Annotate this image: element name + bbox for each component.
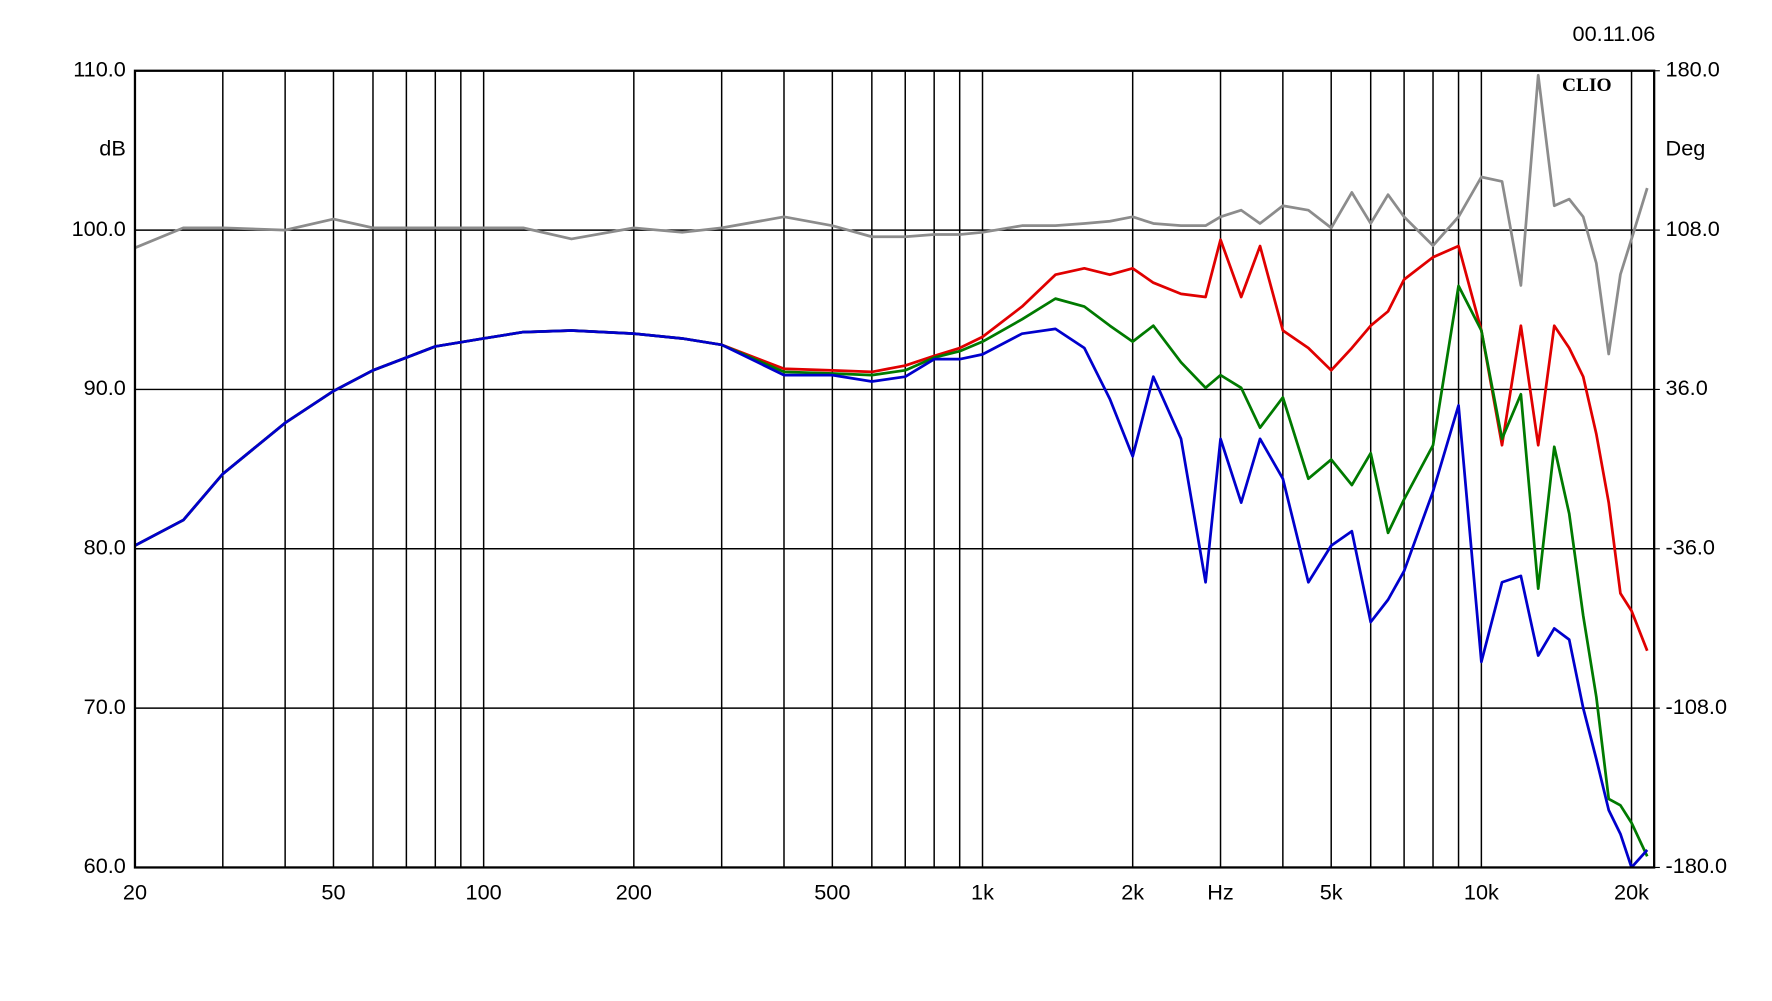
x-tick-label: 200 (616, 879, 652, 904)
logo-box (1543, 73, 1628, 99)
date: 00.11.06 (1573, 21, 1656, 46)
x-tick-label: 2k (1121, 879, 1144, 904)
series-line (134, 73, 1649, 356)
series-line (134, 327, 1649, 868)
y-tick-label: 100.0 (72, 216, 126, 241)
y-tick-label: 110.0 (73, 57, 126, 82)
y2-tick-label: -36.0 (1666, 535, 1715, 560)
y2-axis-label: Deg (1666, 135, 1706, 160)
x-tick-label: Hz (1207, 879, 1234, 904)
y2-tick-label: -180.0 (1666, 853, 1727, 878)
y-tick-label: 80.0 (84, 535, 126, 560)
y-tick-label: 70.0 (84, 694, 126, 719)
x-tick-label: 500 (814, 879, 850, 904)
y-tick-label: 90.0 (84, 375, 126, 400)
y2-tick-label: 36.0 (1666, 375, 1708, 400)
x-tick-label: 1k (971, 879, 994, 904)
y2-tick-label: -108.0 (1666, 694, 1727, 719)
y2-tick-label: 108.0 (1666, 216, 1720, 241)
x-tick-label: 50 (321, 879, 345, 904)
plot-frame (133, 69, 1656, 869)
x-tick-label: 100 (466, 879, 502, 904)
x-tick-label: 20 (123, 879, 147, 904)
y2-tick-label: 180.0 (1666, 57, 1720, 82)
x-tick-label: 10k (1464, 879, 1499, 904)
y-axis-label: dB (99, 135, 126, 160)
logo: CLIO (1562, 75, 1612, 96)
y-tick-label: 60.0 (84, 853, 126, 878)
x-tick-label: 20k (1614, 879, 1649, 904)
lines (134, 73, 1649, 868)
x-tick-label: 5k (1320, 879, 1343, 904)
